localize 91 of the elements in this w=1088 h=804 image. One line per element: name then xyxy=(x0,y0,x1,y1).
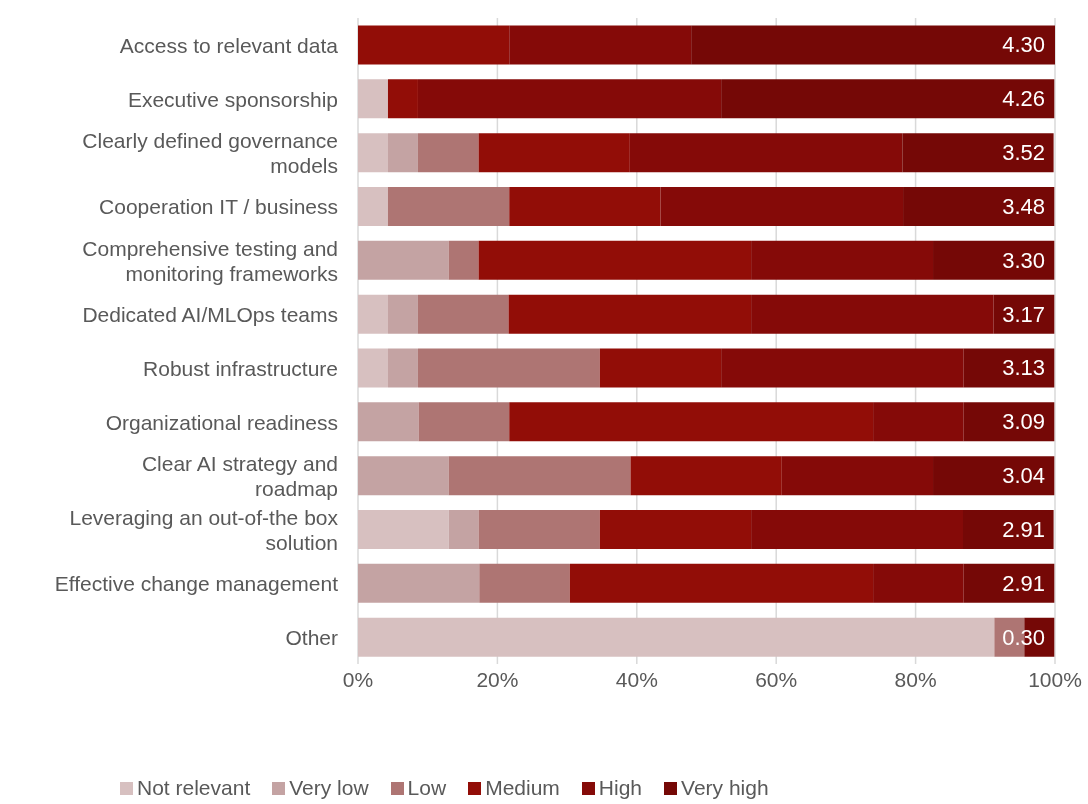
bar xyxy=(358,187,388,227)
bar xyxy=(387,79,418,119)
bar xyxy=(933,240,1055,280)
y-tick-label: Clear AI strategy and roadmap xyxy=(141,451,338,500)
x-tick-label: 60% xyxy=(755,667,798,691)
bar xyxy=(751,294,994,334)
bar xyxy=(358,25,510,65)
bar xyxy=(358,456,449,496)
bar xyxy=(358,133,388,173)
y-tick-label: Leveraging an out-of-the box solution xyxy=(69,505,339,554)
bar xyxy=(387,348,418,388)
annotation: 3.48 xyxy=(1002,193,1045,219)
annotation: 3.17 xyxy=(1002,301,1045,327)
bar xyxy=(358,510,449,550)
y-tick-label: Effective change management xyxy=(54,571,339,595)
bar xyxy=(358,617,995,657)
bar xyxy=(691,25,1055,65)
x-tick-label: 80% xyxy=(894,667,937,691)
bar xyxy=(479,563,570,603)
bar xyxy=(387,133,418,173)
bar xyxy=(629,133,903,173)
bar xyxy=(963,348,1055,388)
annotation: 3.04 xyxy=(1002,463,1045,489)
y-tick-label: Other xyxy=(285,625,338,649)
bar xyxy=(630,456,782,496)
legend-label: High xyxy=(597,776,643,800)
bar xyxy=(358,294,388,334)
legend-label: Not relevant xyxy=(136,776,251,800)
bar xyxy=(509,25,692,65)
legend-label: Very high xyxy=(680,776,769,800)
bar xyxy=(903,187,1055,227)
y-tick-label: Executive sponsorship xyxy=(127,87,338,111)
annotation: 2.91 xyxy=(1002,570,1045,596)
bar xyxy=(902,133,1054,173)
x-tick-label: 0% xyxy=(342,667,374,691)
bar xyxy=(569,563,874,603)
bar xyxy=(417,133,479,173)
bar xyxy=(448,510,479,550)
x-tick-label: 40% xyxy=(615,667,658,691)
bar xyxy=(781,456,934,496)
bar xyxy=(387,294,418,334)
annotation: 3.09 xyxy=(1002,409,1045,435)
bar xyxy=(599,348,722,388)
y-tick-label: Clearly defined governance models xyxy=(82,128,338,177)
bar xyxy=(751,240,934,280)
bar xyxy=(509,402,874,442)
bar xyxy=(963,402,1055,442)
bar xyxy=(417,348,600,388)
bar xyxy=(508,294,752,334)
bar xyxy=(933,456,1055,496)
bar xyxy=(358,563,480,603)
annotation: 3.13 xyxy=(1002,355,1045,381)
legend-label: Low xyxy=(406,776,447,800)
bar xyxy=(448,456,631,496)
y-tick-label: Comprehensive testing and monitoring frameworks xyxy=(82,236,338,285)
y-tick-label: Robust infrastructure xyxy=(143,356,338,380)
legend-label: Medium xyxy=(484,776,560,800)
bar xyxy=(478,510,600,550)
bar xyxy=(387,187,510,227)
y-tick-label: Dedicated AI/MLOps teams xyxy=(82,302,338,326)
bar xyxy=(509,187,661,227)
bar xyxy=(478,133,630,173)
bar xyxy=(963,510,1054,550)
annotation: 3.30 xyxy=(1002,247,1045,273)
bar xyxy=(721,79,1055,119)
x-tick-label: 100% xyxy=(1028,667,1082,691)
bar xyxy=(873,563,964,603)
annotation: 4.30 xyxy=(1002,32,1045,58)
y-tick-label: Access to relevant data xyxy=(119,33,339,57)
bar xyxy=(873,402,964,442)
x-tick-label: 20% xyxy=(476,667,519,691)
bar xyxy=(417,294,509,334)
annotation: 2.91 xyxy=(1002,516,1045,542)
legend-label: Very low xyxy=(288,776,369,800)
annotation: 4.26 xyxy=(1002,86,1045,112)
bar xyxy=(418,402,510,442)
y-tick-label: Organizational readiness xyxy=(105,410,338,434)
bar xyxy=(599,510,752,550)
y-tick-label: Cooperation IT / business xyxy=(99,194,338,218)
bar xyxy=(660,187,904,227)
bar xyxy=(358,240,449,280)
bar xyxy=(963,563,1055,603)
bar xyxy=(358,402,419,442)
annotation: 3.52 xyxy=(1002,140,1045,166)
bar xyxy=(448,240,479,280)
bar xyxy=(358,79,388,119)
bar xyxy=(417,79,722,119)
bar xyxy=(358,348,388,388)
bar xyxy=(751,510,963,550)
bar xyxy=(478,240,752,280)
bar xyxy=(721,348,964,388)
